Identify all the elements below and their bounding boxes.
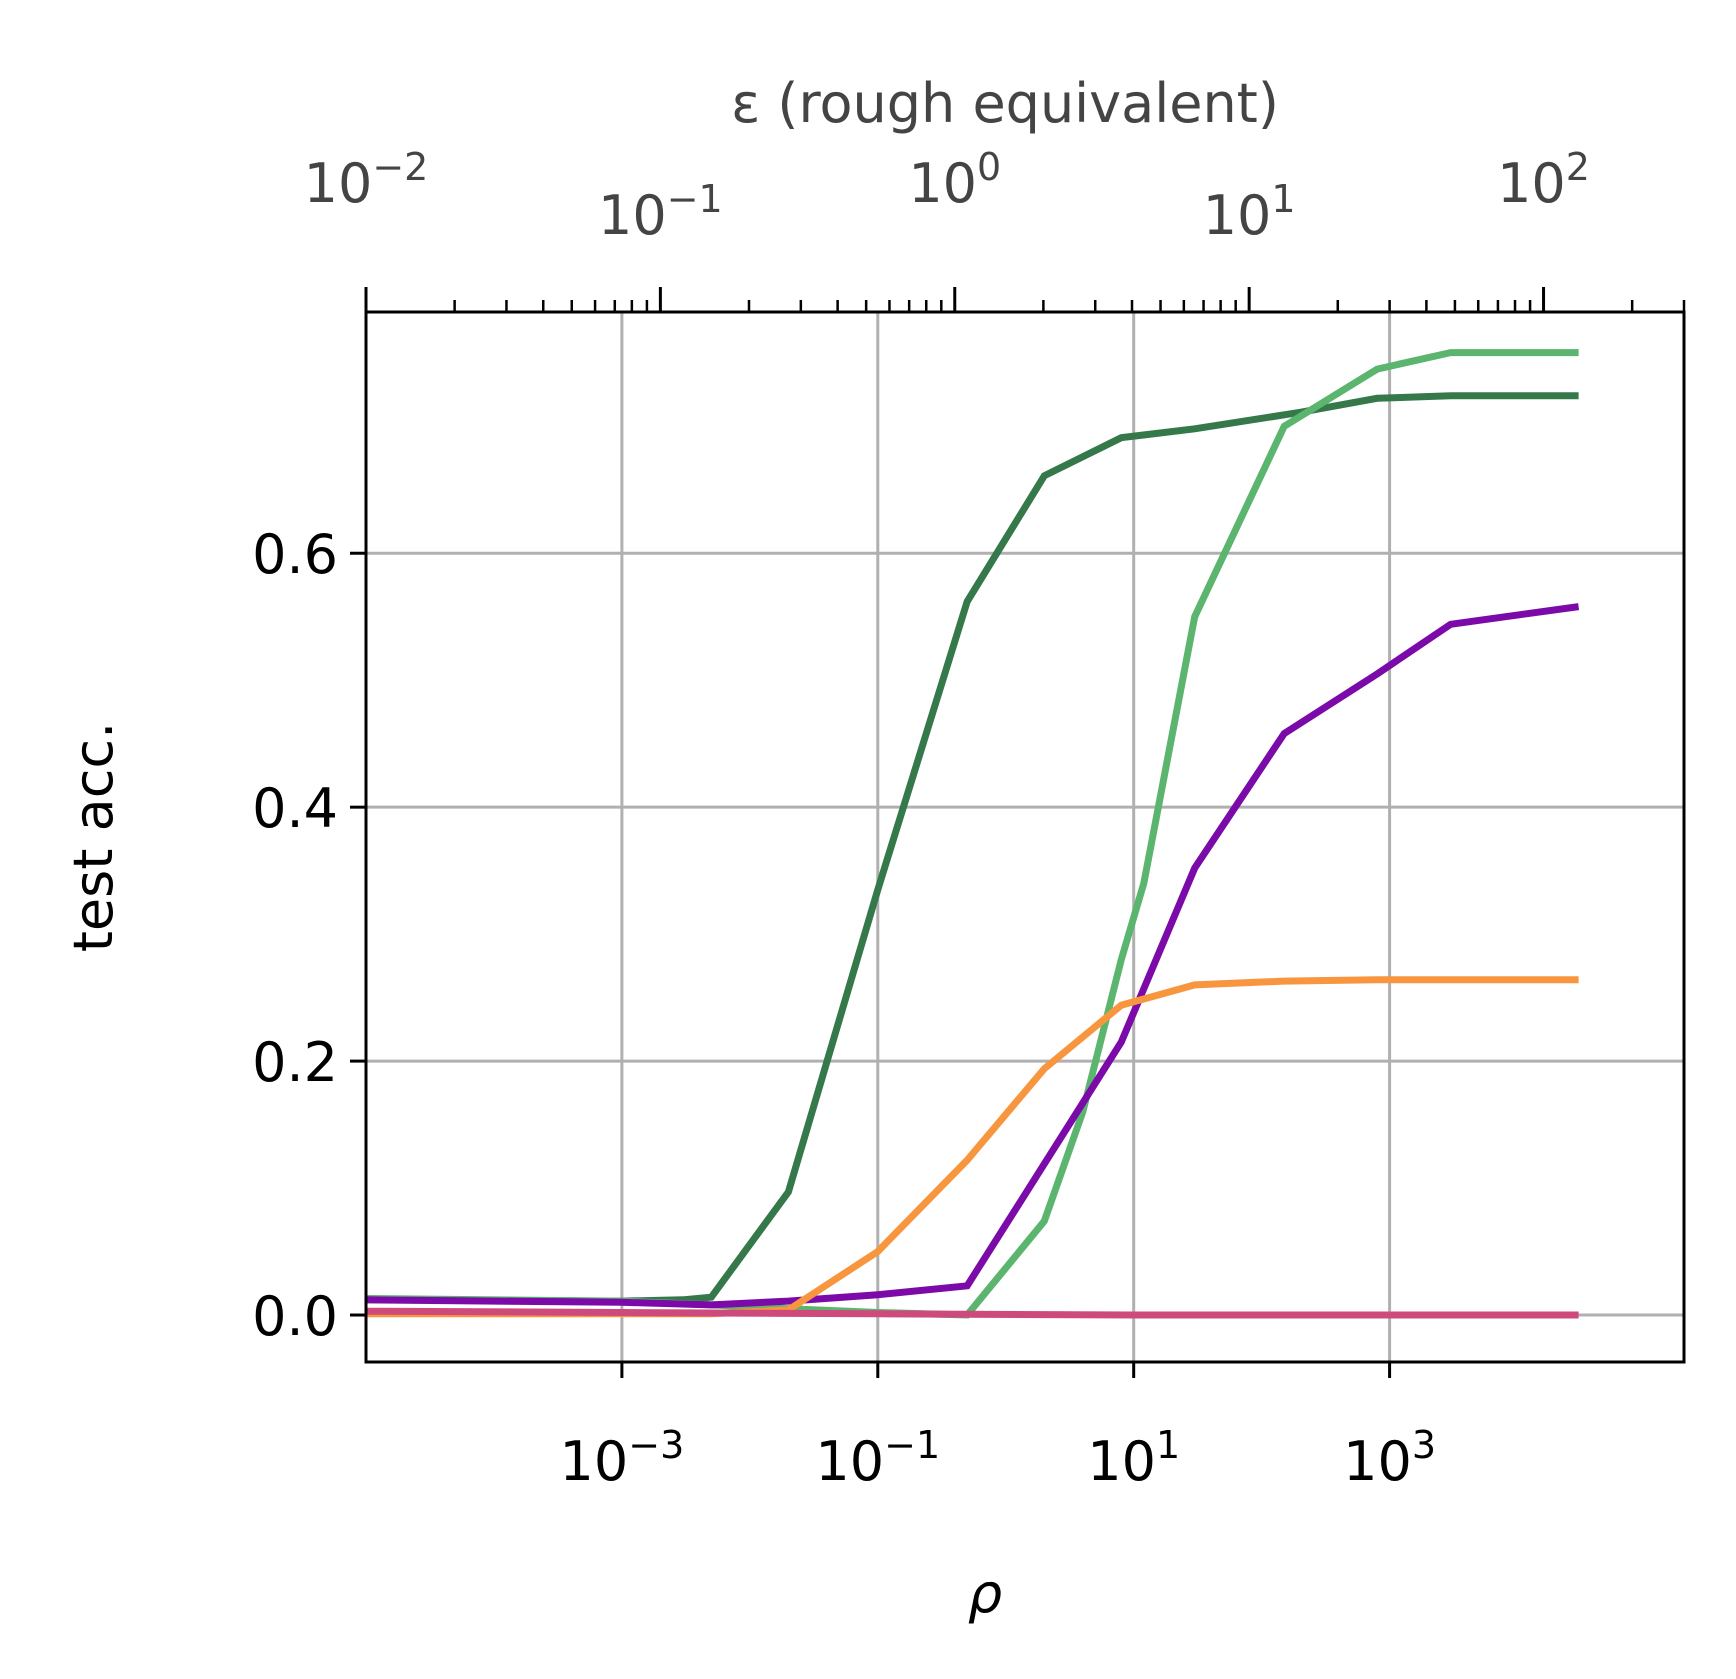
x-tick-label-3: 103 [1343, 1423, 1436, 1493]
top-tick-label-0: 10−2 [304, 145, 429, 215]
y-tick-label-2: 0.4 [252, 777, 338, 840]
x-axis-title: ρ [968, 1562, 1002, 1625]
top-tick-label-2: 100 [908, 145, 1001, 215]
axis-ticks [350, 287, 1686, 1378]
y-axis-title: test acc. [62, 722, 125, 953]
grid [366, 312, 1684, 1362]
plot-frame [364, 310, 1686, 1364]
y-tick-label-3: 0.6 [252, 523, 338, 586]
top-x-axis-title: ε (rough equivalent) [731, 72, 1279, 135]
x-tick-label-1: 10−1 [815, 1423, 940, 1493]
tick-labels: 10−3 10−1 101 103 0.0 0.2 0.4 0.6 10−2 10−1 100 101… [252, 145, 1590, 1493]
series-line-0 [365, 392, 1579, 1305]
top-tick-label-3: 101 [1203, 177, 1296, 247]
y-tick-label-0: 0.0 [252, 1285, 338, 1348]
series-line-1 [365, 349, 1579, 1319]
top-tick-label-4: 102 [1497, 145, 1590, 215]
top-tick-label-1: 10−1 [598, 177, 723, 247]
y-tick-label-1: 0.2 [252, 1031, 338, 1094]
series-line-3 [366, 976, 1579, 1318]
x-tick-label-2: 101 [1087, 1423, 1180, 1493]
series-line-4 [365, 1307, 1579, 1319]
series-line-2 [365, 603, 1580, 1309]
x-tick-label-0: 10−3 [560, 1423, 685, 1493]
series-lines [365, 349, 1580, 1319]
